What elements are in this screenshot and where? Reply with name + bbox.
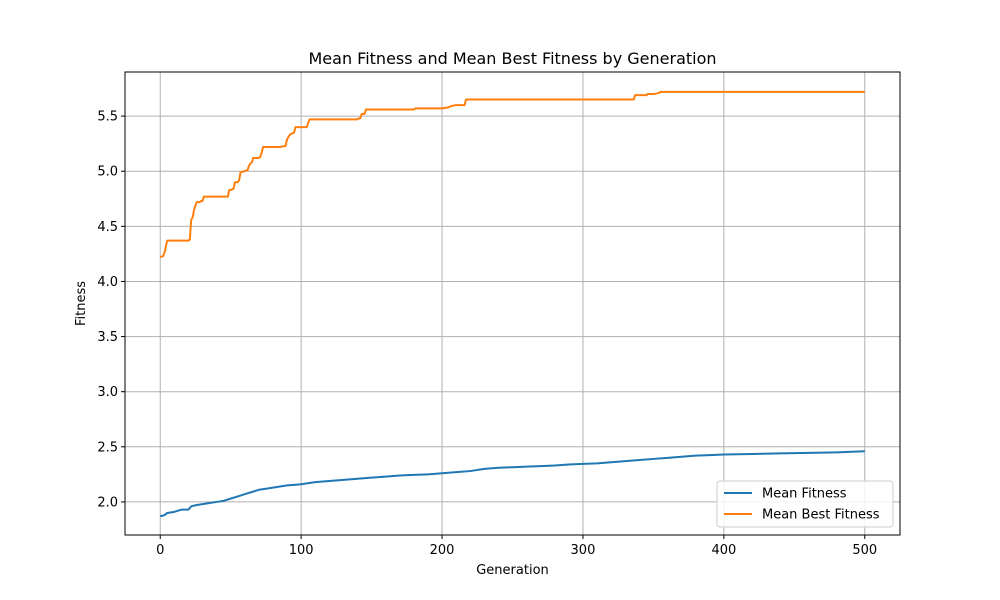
grid-lines xyxy=(125,72,900,535)
y-tick-label: 4.5 xyxy=(97,220,118,235)
series-line-mean-fitness xyxy=(159,450,865,518)
y-tick-label: 2.0 xyxy=(97,495,118,510)
axis-ticks: 0 100 200 300 400 500 2.0 2.5 3.0 3.5 4.0 4.5 5.0 5.5 xyxy=(97,110,877,558)
legend-box xyxy=(716,480,894,528)
chart-title: Mean Fitness and Mean Best Fitness by Ge… xyxy=(308,49,716,68)
legend-label-mean-fitness: Mean Fitness xyxy=(762,487,847,502)
plot-frame xyxy=(124,71,901,536)
x-tick-label: 0 xyxy=(156,543,164,558)
y-tick-label: 5.5 xyxy=(97,110,118,125)
x-tick-label: 400 xyxy=(711,543,736,558)
x-tick-label: 200 xyxy=(430,543,455,558)
legend-label-mean-best-fitness: Mean Best Fitness xyxy=(762,508,880,523)
x-tick-label: 300 xyxy=(571,543,596,558)
x-tick-label: 500 xyxy=(852,543,877,558)
y-tick-label: 5.0 xyxy=(97,165,118,180)
series-lines xyxy=(159,90,865,518)
y-axis-label: Fitness xyxy=(74,281,89,326)
legend: Mean Fitness Mean Best Fitness xyxy=(716,480,894,528)
y-tick-label: 2.5 xyxy=(97,440,118,455)
y-tick-label: 3.0 xyxy=(97,385,118,400)
x-axis-label: Generation xyxy=(476,563,549,578)
series-line-mean-best-fitness xyxy=(159,90,865,259)
x-tick-label: 100 xyxy=(289,543,314,558)
y-tick-label: 3.5 xyxy=(97,330,118,345)
y-tick-label: 4.0 xyxy=(97,275,118,290)
